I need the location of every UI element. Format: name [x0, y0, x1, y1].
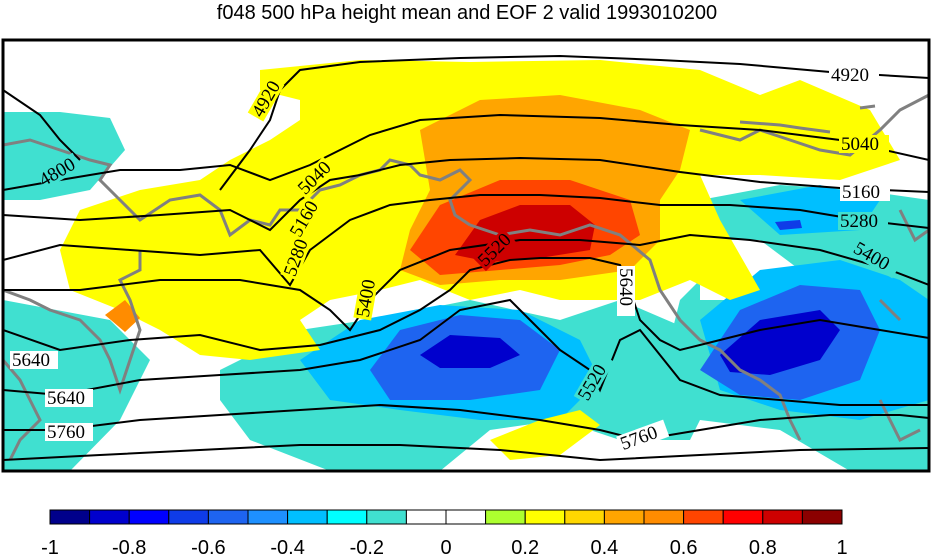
contour-5520 — [3, 257, 929, 352]
contour-4920 — [219, 54, 929, 191]
colorbar-tick-label: -0.2 — [350, 537, 384, 558]
contour-label-5040-right: 5040 — [841, 134, 879, 155]
contour-5160 — [3, 156, 929, 232]
colorbar-swatch — [168, 509, 209, 525]
colorbar-swatch — [524, 509, 566, 525]
colorbar-swatch — [445, 509, 487, 525]
contour-5040 — [3, 113, 929, 191]
coastline-east — [878, 209, 929, 443]
contour-5880 — [3, 444, 929, 462]
contour-label-5640-left: 5640 — [47, 388, 85, 409]
shaded-anomaly — [3, 60, 929, 471]
coastline-alaska — [469, 223, 802, 441]
coastline-west — [3, 138, 473, 238]
contour-5760 — [3, 403, 929, 442]
coastline-japan — [3, 359, 42, 461]
colorbar-tick-label: -0.8 — [112, 537, 146, 558]
colorbar-swatch — [485, 509, 526, 525]
colorbar — [49, 509, 843, 525]
coastline-northeast — [699, 93, 929, 157]
colorbar-tick-label: 0 — [440, 537, 451, 558]
shade-yellow-south — [490, 410, 600, 460]
colorbar-swatch — [801, 509, 843, 525]
contour-4800 — [3, 89, 81, 161]
contour-label-4920-right: 4920 — [831, 65, 869, 86]
colorbar-tick-labels: -1 -0.8 -0.6 -0.4 -0.2 0 0.2 0.4 0.6 0.8 1 — [41, 537, 847, 558]
map-frame — [1, 38, 931, 473]
colorbar-swatch — [722, 509, 764, 525]
colorbar-swatch — [405, 509, 447, 525]
colorbar-tick-label: -0.6 — [191, 537, 225, 558]
contour-label-5760-left: 5760 — [47, 422, 85, 443]
shade-darkblue-central — [420, 335, 520, 368]
shade-darkblue-small — [775, 220, 802, 230]
contour-label-5640-vertical: 5640 — [615, 268, 636, 306]
shade-cyan-left — [3, 112, 125, 200]
colorbar-swatch — [128, 509, 170, 525]
coastline-siberia — [3, 250, 142, 395]
colorbar-tick-label: 0.6 — [670, 537, 698, 558]
colorbar-swatch — [287, 509, 328, 525]
shade-darkblue-east — [720, 310, 840, 375]
colorbar-swatch — [643, 509, 685, 525]
colorbar-swatch — [762, 509, 803, 525]
coastlines — [3, 93, 929, 461]
colorbar-swatch — [366, 509, 407, 525]
contour-5280 — [3, 194, 929, 287]
colorbar-tick-label: 0.4 — [590, 537, 618, 558]
contour-label-5520-left: 5640 — [12, 350, 50, 371]
contour-label-5280-right: 5280 — [840, 211, 878, 232]
coastline-north-islands — [739, 120, 831, 134]
colorbar-swatch — [49, 509, 91, 525]
colorbar-tick-label: 0.2 — [511, 537, 539, 558]
colorbar-swatch — [207, 509, 249, 525]
map-title: f048 500 hPa height mean and EOF 2 valid… — [216, 2, 718, 24]
colorbar-tick-label: 0.8 — [749, 537, 777, 558]
colorbar-swatch — [247, 509, 289, 525]
colorbar-tick-label: -1 — [41, 537, 59, 558]
colorbar-swatch — [603, 509, 645, 525]
contour-label-5160-right: 5160 — [842, 182, 880, 203]
colorbar-tick-label: 1 — [836, 537, 847, 558]
colorbar-swatch — [326, 509, 368, 525]
colorbar-swatch — [564, 509, 605, 525]
colorbar-swatch — [89, 509, 130, 525]
colorbar-tick-label: -0.4 — [270, 537, 304, 558]
colorbar-swatch — [683, 509, 724, 525]
coastline-island — [859, 104, 876, 110]
contour-5400 — [3, 233, 929, 332]
